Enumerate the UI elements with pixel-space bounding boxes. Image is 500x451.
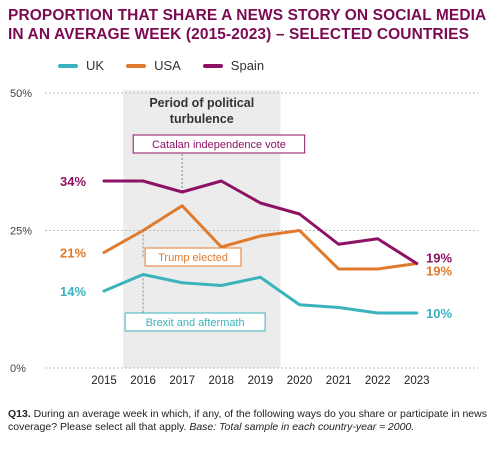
end-label-usa: 19% xyxy=(426,264,452,279)
legend-swatch-spain xyxy=(202,63,223,68)
legend-item-usa: USA xyxy=(126,58,181,73)
legend-item-spain: Spain xyxy=(202,58,265,73)
line-chart: Period of political turbulence 0% 25% 50% 201… xyxy=(10,88,478,387)
annotation-label: Catalan independence vote xyxy=(152,139,286,151)
annotation-label: Trump elected xyxy=(158,252,228,264)
legend-label-usa: USA xyxy=(154,58,181,73)
annotation-label: Brexit and aftermath xyxy=(146,317,245,329)
x-tick-label: 2016 xyxy=(130,375,156,387)
end-label-uk: 10% xyxy=(426,306,452,321)
legend-label-uk: UK xyxy=(86,58,105,73)
chart-title: PROPORTION THAT SHARE A NEWS STORY ON SO… xyxy=(8,7,486,43)
x-tick-label: 2023 xyxy=(404,375,430,387)
footnote-question: During an average week in which, if any,… xyxy=(8,408,487,433)
footnote-label: Q13. xyxy=(8,408,31,420)
legend-swatch-usa xyxy=(126,63,147,68)
x-tick-label: 2019 xyxy=(248,375,274,387)
shaded-region-label-2: turbulence xyxy=(170,112,234,126)
x-tick-label: 2017 xyxy=(169,375,195,387)
annotation-box xyxy=(144,247,242,267)
footnote-base: Base: Total sample in each country-year … xyxy=(189,421,415,433)
x-tick-label: 2020 xyxy=(287,375,313,387)
legend-label-spain: Spain xyxy=(230,58,265,73)
footnote: Q13. During an average week in which, if… xyxy=(8,408,494,434)
y-tick-label: 25% xyxy=(10,226,32,238)
annotation-box xyxy=(132,134,306,154)
x-tick-label: 2022 xyxy=(365,375,391,387)
end-label-spain: 19% xyxy=(426,251,452,266)
legend-item-uk: UK xyxy=(58,58,104,73)
x-tick-label: 2021 xyxy=(326,375,352,387)
x-tick-label: 2018 xyxy=(209,375,235,387)
start-label-spain: 34% xyxy=(60,174,86,189)
y-tick-label: 50% xyxy=(10,88,32,100)
legend: UK USA Spain xyxy=(58,58,264,73)
x-tick-label: 2015 xyxy=(91,375,117,387)
shaded-region-label-1: Period of political xyxy=(149,96,254,110)
start-label-uk: 14% xyxy=(60,284,86,299)
start-label-usa: 21% xyxy=(60,246,86,261)
legend-swatch-uk xyxy=(58,63,78,68)
annotation-box xyxy=(124,312,266,332)
y-tick-label: 0% xyxy=(10,363,26,375)
